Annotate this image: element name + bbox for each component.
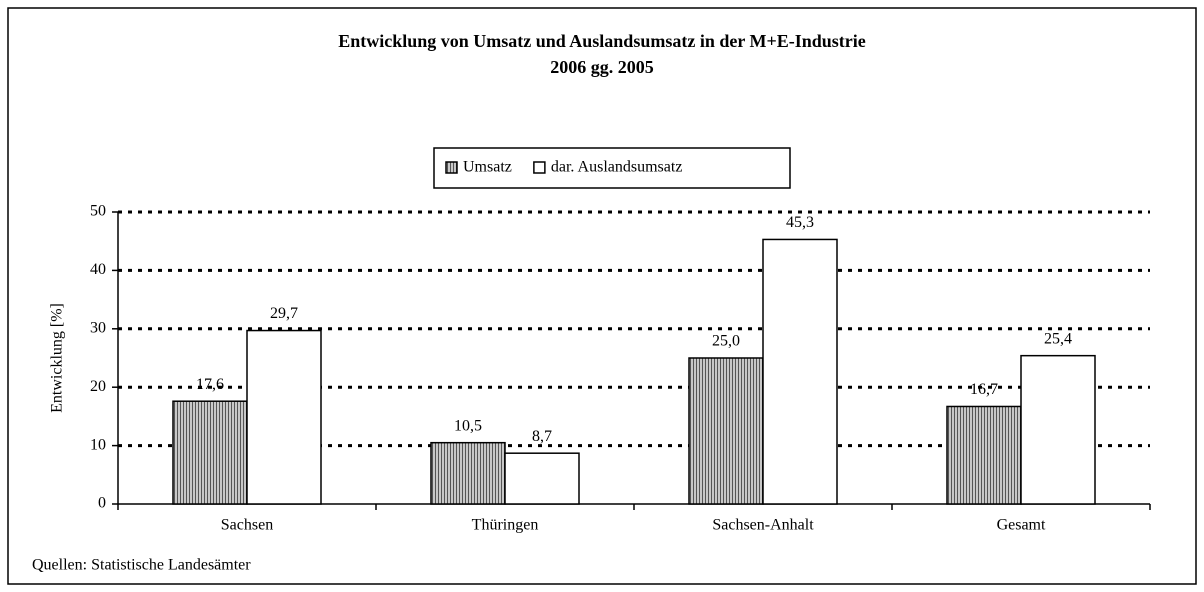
source-note: Quellen: Statistische Landesämter <box>32 557 251 574</box>
data-label: 25,4 <box>1044 330 1072 347</box>
data-label: 45,3 <box>786 214 814 231</box>
bar <box>246 329 322 505</box>
y-axis-label: Entwicklung [%] <box>49 303 66 413</box>
y-tick-label: 50 <box>90 203 106 220</box>
data-label: 10,5 <box>454 417 482 434</box>
bar <box>504 452 580 505</box>
bar <box>762 238 838 505</box>
legend-swatch <box>445 161 458 174</box>
y-tick-label: 10 <box>90 436 106 453</box>
bar <box>688 357 764 505</box>
y-tick-label: 30 <box>90 319 106 336</box>
data-label: 25,0 <box>712 333 740 350</box>
x-tick-label: Thüringen <box>472 517 539 534</box>
bar <box>172 400 248 505</box>
x-tick-label: Sachsen <box>221 517 273 534</box>
data-label: 29,7 <box>270 305 298 322</box>
legend-label: Umsatz <box>463 159 512 176</box>
data-label: 17,6 <box>196 376 224 393</box>
bar <box>1020 354 1096 505</box>
chart-subtitle: 2006 gg. 2005 <box>550 57 654 77</box>
chart-title: Entwicklung von Umsatz und Auslandsumsat… <box>338 31 866 51</box>
bar <box>430 441 506 505</box>
legend-label: dar. Auslandsumsatz <box>551 159 683 176</box>
y-tick-label: 40 <box>90 261 106 278</box>
x-tick-label: Gesamt <box>997 517 1046 534</box>
legend-box <box>433 147 791 189</box>
y-tick-label: 20 <box>90 378 106 395</box>
legend-swatch <box>533 161 546 174</box>
y-tick-label: 0 <box>98 495 106 512</box>
data-label: 8,7 <box>532 428 552 445</box>
bar <box>946 405 1022 505</box>
x-tick-label: Sachsen-Anhalt <box>712 517 814 534</box>
data-label: 16,7 <box>970 381 998 398</box>
